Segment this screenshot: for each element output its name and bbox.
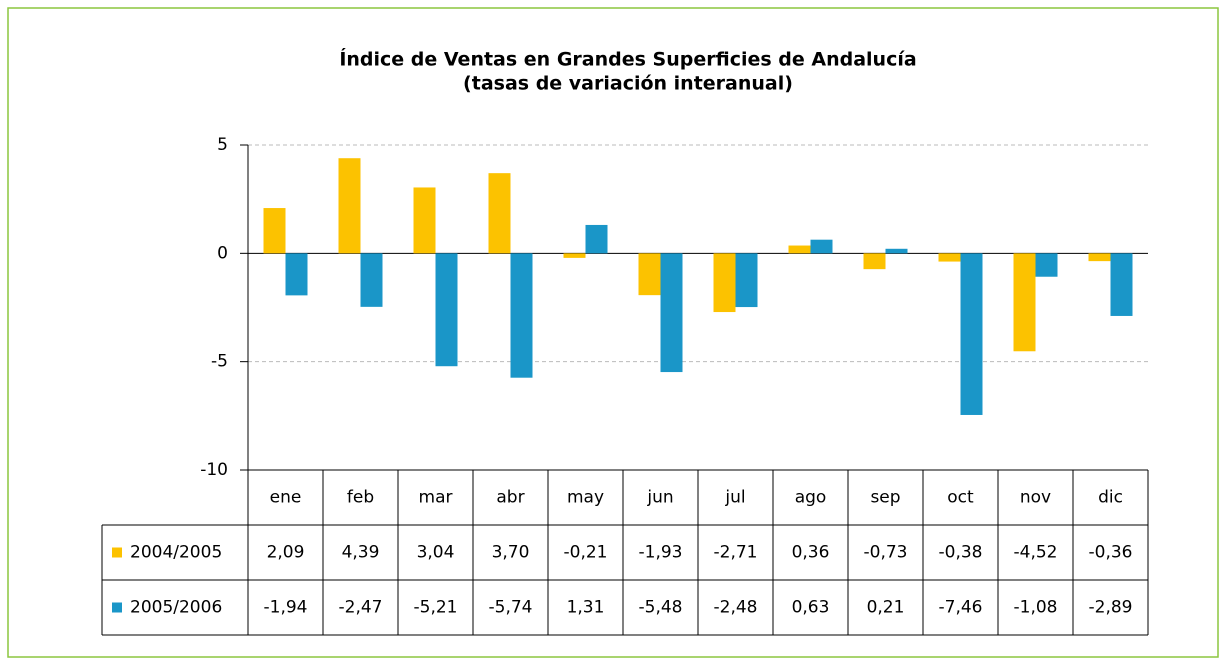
x-tick-label: feb — [347, 488, 374, 508]
table-cell: -2,48 — [714, 598, 758, 618]
bar — [263, 208, 286, 254]
x-tick-label: ago — [795, 488, 827, 508]
x-tick-label: mar — [419, 488, 453, 508]
bar — [863, 253, 886, 270]
y-tick-label: 5 — [217, 135, 228, 155]
bar — [713, 253, 736, 313]
bar — [338, 158, 361, 254]
bar — [788, 245, 811, 254]
table-cell: 1,31 — [567, 598, 605, 618]
x-tick-label: dic — [1098, 488, 1123, 508]
x-tick-label: jun — [646, 488, 673, 508]
y-tick-label: -10 — [200, 460, 228, 480]
bar — [1013, 253, 1036, 352]
bar — [360, 253, 383, 307]
bar — [938, 253, 961, 262]
bar — [735, 253, 758, 308]
table-cell: -5,21 — [414, 598, 458, 618]
table-cell: -0,73 — [864, 543, 908, 563]
table-cell: 2,09 — [267, 543, 305, 563]
y-tick-label: -5 — [211, 352, 228, 372]
bar — [585, 224, 608, 254]
bar — [488, 173, 511, 254]
table-cell: 3,70 — [492, 543, 530, 563]
table-cell: 3,04 — [417, 543, 455, 563]
table-cell: -4,52 — [1014, 543, 1058, 563]
bar — [810, 239, 833, 254]
table-cell: -2,47 — [339, 598, 383, 618]
table-cell: 0,63 — [792, 598, 830, 618]
table-cell: -0,36 — [1089, 543, 1133, 563]
bar — [960, 253, 983, 415]
table-cell: -0,21 — [564, 543, 608, 563]
table-cell: 0,36 — [792, 543, 830, 563]
table-cell: -2,71 — [714, 543, 758, 563]
bar — [1088, 253, 1111, 262]
x-tick-label: jul — [724, 488, 745, 508]
chart-title: Índice de Ventas en Grandes Superficies … — [339, 48, 916, 71]
legend-swatch — [112, 602, 122, 613]
x-tick-label: abr — [496, 488, 524, 508]
table-cell: -7,46 — [939, 598, 983, 618]
table-cell: 4,39 — [342, 543, 380, 563]
bar — [1110, 253, 1133, 316]
table-cell: -2,89 — [1089, 598, 1133, 618]
table-cell: -5,74 — [489, 598, 533, 618]
table-cell: -5,48 — [639, 598, 683, 618]
table-cell: -1,93 — [639, 543, 683, 563]
legend-label: 2005/2006 — [130, 598, 222, 618]
bar — [563, 253, 586, 258]
bar — [413, 187, 436, 254]
y-tick-label: 0 — [217, 243, 228, 263]
bar — [885, 248, 908, 254]
x-tick-label: ene — [270, 488, 302, 508]
bar — [510, 253, 533, 378]
bar — [1035, 253, 1058, 277]
bar — [660, 253, 683, 373]
legend-swatch — [112, 547, 122, 558]
x-tick-label: sep — [870, 488, 900, 508]
table-cell: -1,08 — [1014, 598, 1058, 618]
x-tick-label: may — [567, 488, 604, 508]
bar — [435, 253, 458, 367]
x-tick-label: nov — [1020, 488, 1051, 508]
table-cell: -1,94 — [264, 598, 308, 618]
chart-subtitle: (tasas de variación interanual) — [463, 73, 793, 95]
bar — [638, 253, 661, 296]
legend-label: 2004/2005 — [130, 543, 222, 563]
x-tick-label: oct — [947, 488, 974, 508]
table-cell: 0,21 — [867, 598, 905, 618]
bar — [285, 253, 308, 296]
table-cell: -0,38 — [939, 543, 983, 563]
